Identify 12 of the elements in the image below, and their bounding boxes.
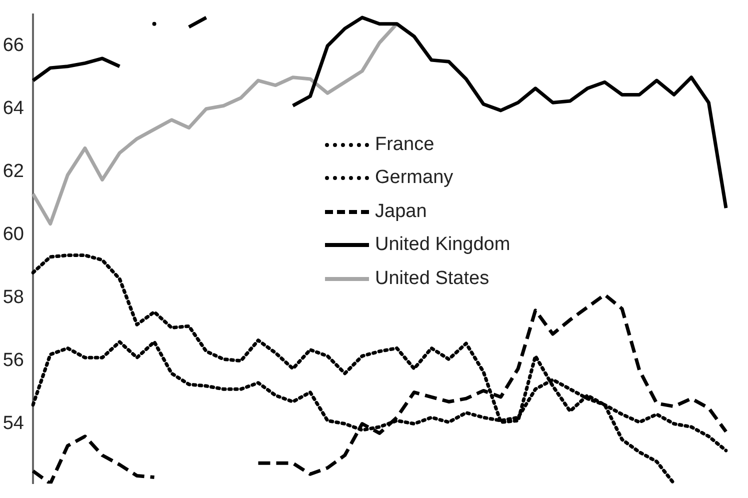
legend-label: United States: [375, 268, 490, 290]
y-tick-label: 56: [2, 350, 24, 372]
y-tick-label: 58: [2, 287, 24, 308]
legend-label: Germany: [375, 167, 454, 190]
y-tick-label: 62: [2, 161, 24, 182]
legend-label: United Kingdom: [375, 234, 510, 256]
y-tick-label: 54: [2, 413, 24, 434]
y-tick-label: 60: [2, 224, 24, 246]
legend-label: Japan: [375, 200, 427, 223]
y-tick-label: 66: [2, 35, 24, 56]
y-tick-label: 64: [2, 98, 24, 120]
legend-label: France: [375, 134, 434, 156]
